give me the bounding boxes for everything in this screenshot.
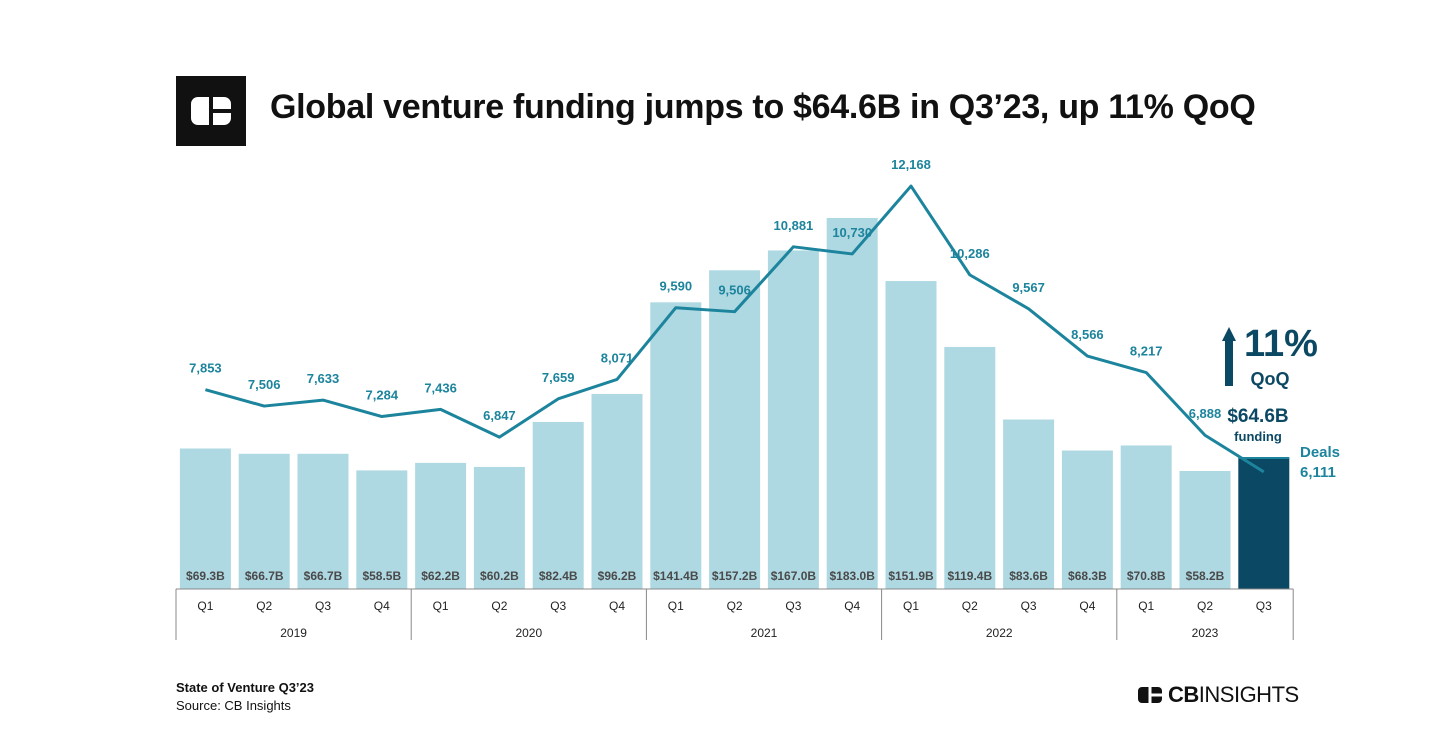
quarter-tick-label: Q3 xyxy=(550,599,566,613)
quarter-tick-label: Q1 xyxy=(903,599,919,613)
quarter-tick-label: Q3 xyxy=(1256,599,1272,613)
deals-value-label: 7,506 xyxy=(248,377,281,392)
funding-bar xyxy=(179,448,231,589)
year-tick-label: 2020 xyxy=(515,626,542,640)
cb-insights-brand: CBINSIGHTS xyxy=(1138,682,1299,708)
bar-value-label: $167.0B xyxy=(771,569,817,583)
quarter-tick-label: Q1 xyxy=(197,599,213,613)
deals-value-label: 8,071 xyxy=(601,350,634,365)
bar-value-label: $119.4B xyxy=(947,569,992,583)
deals-value-label: 10,286 xyxy=(950,246,990,261)
footer-report-title: State of Venture Q3’23 xyxy=(176,680,314,695)
year-tick-label: 2021 xyxy=(751,626,778,640)
qoq-callout: 11% QoQ $64.6B funding Deals 6,111 xyxy=(1222,323,1340,481)
deals-value-label: 6,847 xyxy=(483,408,516,423)
quarter-tick-label: Q4 xyxy=(609,599,625,613)
deals-value-label: 10,730 xyxy=(832,225,872,240)
deals-value-label: 6,888 xyxy=(1189,406,1222,421)
year-tick-label: 2023 xyxy=(1192,626,1219,640)
deals-value-label: 12,168 xyxy=(891,157,931,172)
funding-bar xyxy=(532,421,584,589)
quarter-tick-label: Q1 xyxy=(433,599,449,613)
deals-label: Deals xyxy=(1300,444,1340,461)
brand-text: CBINSIGHTS xyxy=(1168,682,1299,707)
deals-value-label: 7,436 xyxy=(424,380,457,395)
bars-layer xyxy=(179,218,1290,589)
quarter-tick-label: Q3 xyxy=(315,599,331,613)
bar-value-label: $70.8B xyxy=(1127,569,1166,583)
funding-value: $64.6B xyxy=(1227,406,1288,427)
bar-value-label: $69.3B xyxy=(186,569,225,583)
funding-bar xyxy=(238,453,290,589)
funding-bar xyxy=(767,250,819,589)
deals-line-layer: 7,853 7,506 7,633 7,284 7,436 6,847 7,659 8,071… xyxy=(189,157,1265,474)
bar-value-label: $68.3B xyxy=(1068,569,1107,583)
funding-bar xyxy=(1179,471,1231,589)
quarter-tick-label: Q2 xyxy=(256,599,272,613)
bar-value-label: $82.4B xyxy=(539,569,578,583)
quarter-tick-label: Q4 xyxy=(1079,599,1095,613)
quarter-tick-label: Q2 xyxy=(491,599,507,613)
year-tick-label: 2019 xyxy=(280,626,307,640)
quarter-tick-label: Q2 xyxy=(727,599,743,613)
bar-value-label: $83.6B xyxy=(1009,569,1048,583)
qoq-label: QoQ xyxy=(1251,369,1290,389)
deals-value-label: 10,881 xyxy=(774,218,814,233)
bar-value-label: $141.4B xyxy=(653,569,699,583)
funding-bar xyxy=(709,270,761,589)
funding-bar xyxy=(356,470,408,589)
bar-value-label: $183.0B xyxy=(830,569,876,583)
quarter-tick-label: Q1 xyxy=(1138,599,1154,613)
deals-value-label: 8,566 xyxy=(1071,327,1104,342)
quarter-tick-label: Q4 xyxy=(374,599,390,613)
qoq-percent: 11% xyxy=(1244,323,1318,365)
funding-bar xyxy=(1238,458,1290,589)
deals-value-label: 9,506 xyxy=(718,283,751,298)
quarter-tick-label: Q3 xyxy=(785,599,801,613)
bar-value-label: $66.7B xyxy=(304,569,343,583)
bar-value-label: $62.2B xyxy=(421,569,460,583)
funding-bar xyxy=(826,218,878,589)
bar-labels-layer: $69.3B $66.7B $66.7B $58.5B $62.2B $60.2B $82.… xyxy=(186,569,1225,583)
bar-value-label: $60.2B xyxy=(480,569,519,583)
funding-bar xyxy=(650,302,702,589)
bar-value-label: $96.2B xyxy=(598,569,637,583)
deals-value-label: 8,217 xyxy=(1130,344,1163,359)
quarter-tick-label: Q4 xyxy=(844,599,860,613)
x-axis: Q1 Q2 Q3 Q4 Q1 Q2 Q3 Q4 Q1 Q2 Q3 Q4 Q1 Q2 Q3 Q4 Q1 Q2 Q3 20… xyxy=(175,588,1294,640)
deals-value-label: 7,659 xyxy=(542,370,575,385)
deals-value-label: 7,633 xyxy=(307,371,340,386)
funding-bar xyxy=(1003,419,1055,589)
funding-label: funding xyxy=(1234,429,1282,444)
quarter-tick-label: Q3 xyxy=(1021,599,1037,613)
deals-value: 6,111 xyxy=(1300,464,1336,481)
funding-bar xyxy=(473,466,525,589)
chart-title: Global venture funding jumps to $64.6B i… xyxy=(270,88,1256,126)
bar-value-label: $157.2B xyxy=(712,569,758,583)
cb-insights-logo-icon xyxy=(1138,687,1162,703)
deals-value-label: 9,567 xyxy=(1012,280,1045,295)
funding-bar xyxy=(1061,450,1113,589)
quarter-tick-label: Q2 xyxy=(962,599,978,613)
funding-bar xyxy=(944,346,996,589)
cb-logo-icon xyxy=(176,76,246,146)
funding-bar xyxy=(297,453,349,589)
funding-bar xyxy=(885,281,937,589)
up-arrow-icon xyxy=(1222,327,1236,386)
bar-value-label: $58.5B xyxy=(362,569,401,583)
bar-value-label: $151.9B xyxy=(888,569,934,583)
bar-value-label: $58.2B xyxy=(1186,569,1225,583)
quarter-tick-label: Q1 xyxy=(668,599,684,613)
bar-value-label: $66.7B xyxy=(245,569,284,583)
deals-value-label: 7,284 xyxy=(366,388,399,403)
footer-source: Source: CB Insights xyxy=(176,698,291,713)
deals-value-label: 7,853 xyxy=(189,361,222,376)
quarter-tick-label: Q2 xyxy=(1197,599,1213,613)
deals-value-label: 9,590 xyxy=(660,279,693,294)
funding-bar xyxy=(591,393,643,589)
funding-bar xyxy=(415,462,467,589)
funding-bar xyxy=(1120,445,1172,589)
year-tick-label: 2022 xyxy=(986,626,1013,640)
